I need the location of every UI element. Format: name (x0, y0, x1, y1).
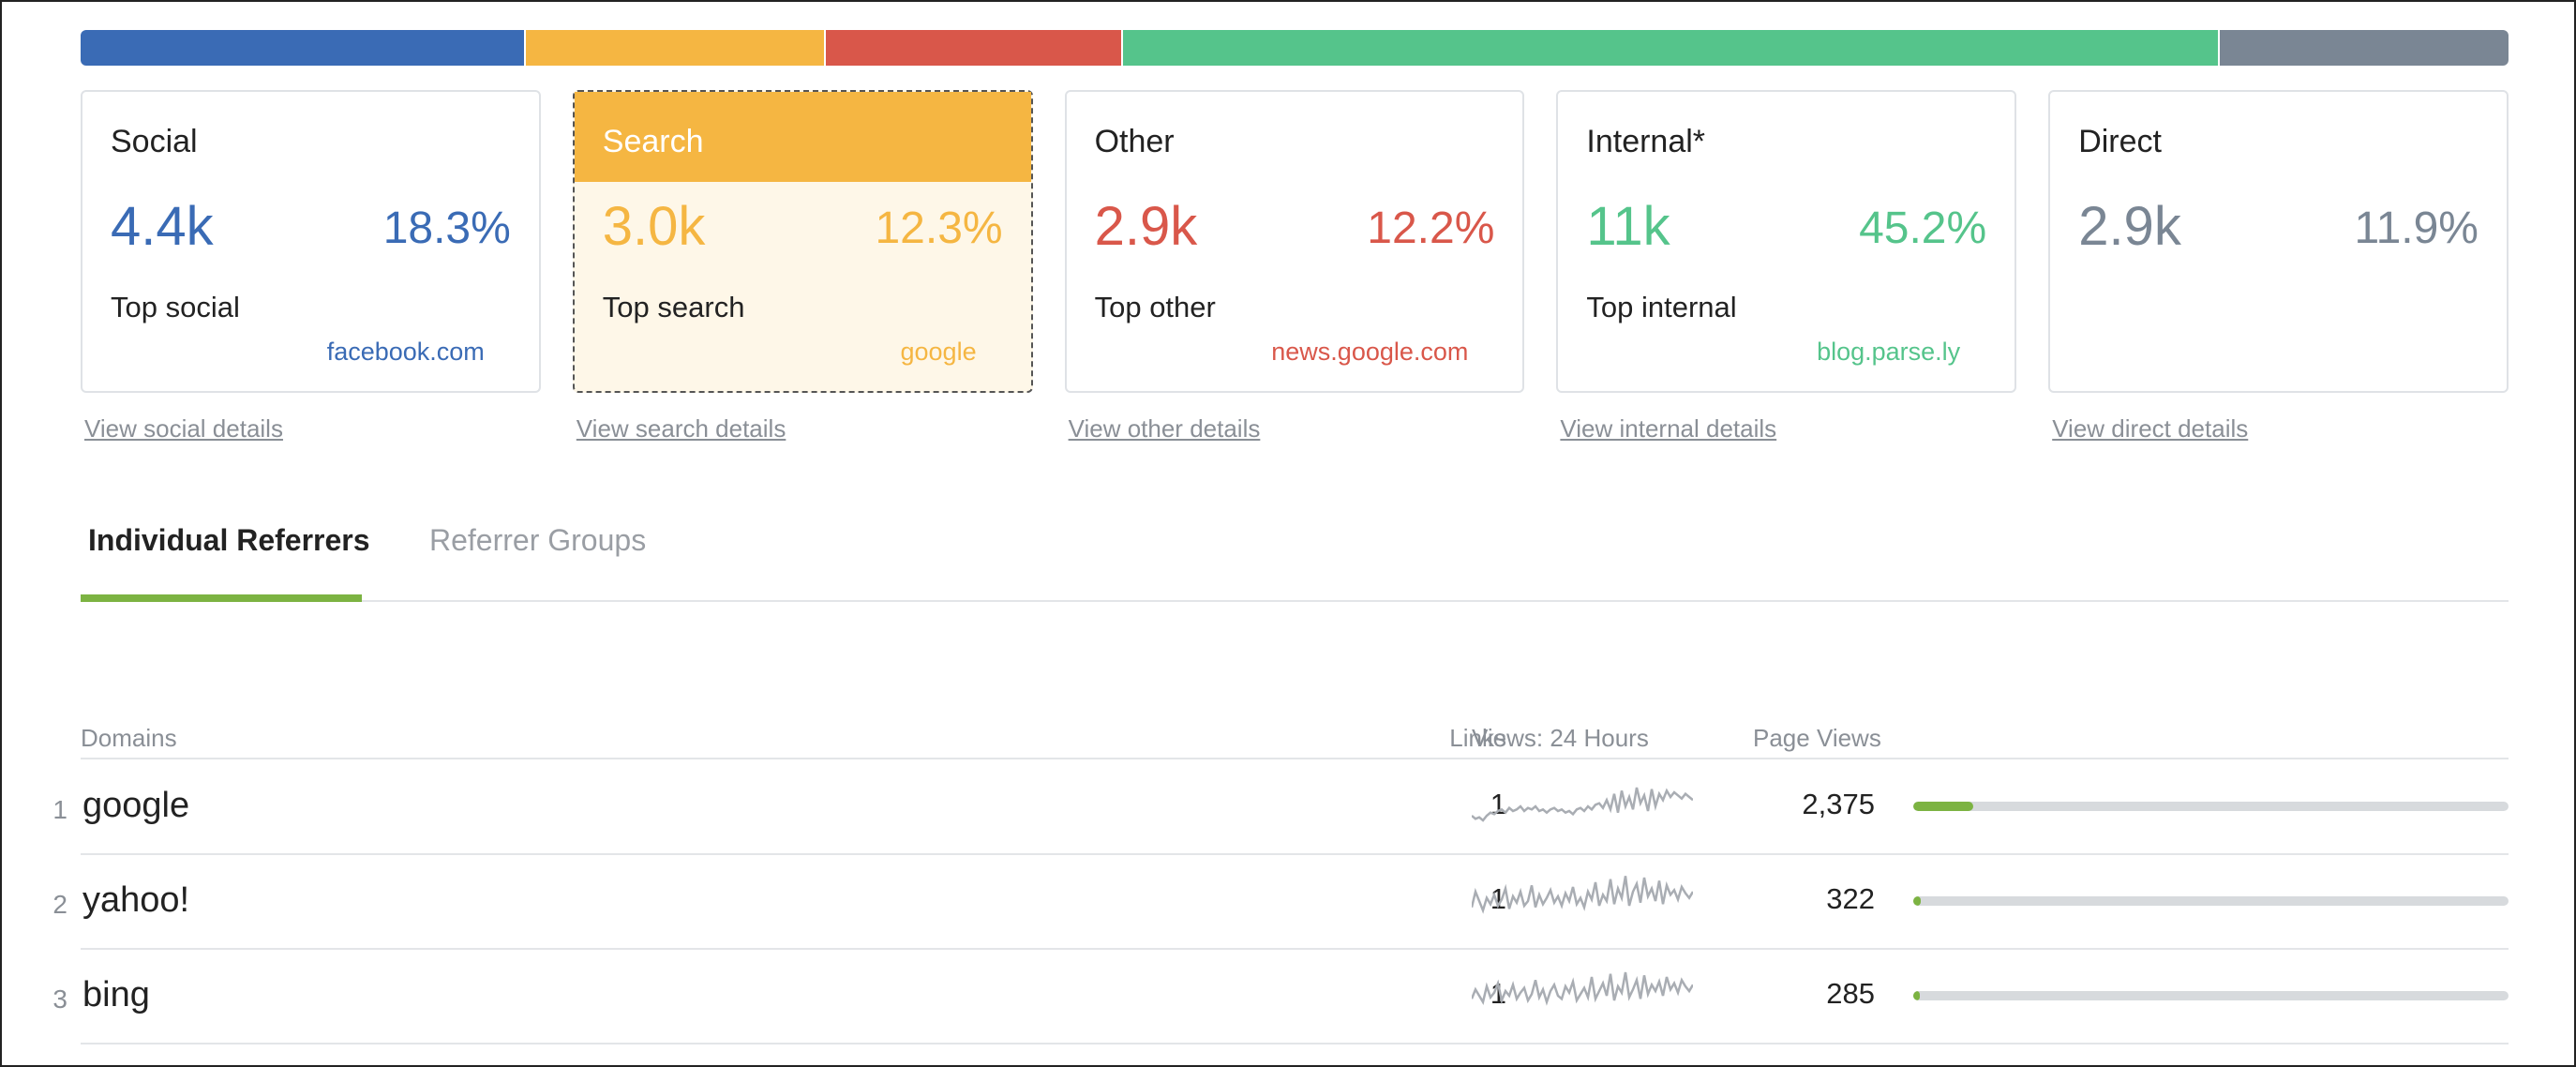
card-social[interactable]: Social 4.4k 18.3% Top social facebook.co… (81, 90, 541, 393)
card-value: 4.4k (111, 196, 214, 257)
page-views-share-bar (1913, 896, 2509, 906)
card-top-referrer-link[interactable]: facebook.com (326, 338, 485, 366)
card-direct[interactable]: Direct 2.9k 11.9% (2048, 90, 2509, 393)
table-row[interactable]: 1 google 1 2,375 (52, 759, 2509, 855)
sparkline-line (1472, 876, 1693, 914)
distribution-segment-search[interactable] (525, 30, 826, 66)
page-views-share-fill (1913, 991, 1920, 1000)
traffic-distribution-bar (81, 30, 2509, 66)
card-title: Internal* (1586, 124, 1706, 159)
card-value: 2.9k (1094, 196, 1198, 257)
row-rank: 2 (52, 890, 67, 919)
card-top-label: Top search (602, 291, 745, 323)
view-search-details-link[interactable]: View search details (576, 414, 786, 443)
sparkline-line (1472, 787, 1693, 822)
card-top-referrer-link[interactable]: google (900, 338, 977, 366)
row-links-count[interactable]: 1 (1490, 882, 1506, 915)
card-title: Other (1094, 124, 1175, 159)
view-social-details-link[interactable]: View social details (84, 414, 283, 443)
sparkline-line (1472, 971, 1693, 1006)
column-header-domains[interactable]: Domains (81, 724, 177, 752)
page-views-share-fill (1913, 896, 1922, 906)
row-domain-link[interactable]: google (82, 786, 190, 825)
view-other-details-link[interactable]: View other details (1068, 414, 1261, 443)
page-views-share-bar (1913, 802, 2509, 811)
row-page-views: 285 (1826, 977, 1875, 1010)
distribution-segment-direct[interactable] (2220, 30, 2509, 66)
row-domain-link[interactable]: yahoo! (82, 880, 190, 920)
row-rank: 1 (52, 795, 67, 824)
distribution-segment-social[interactable] (81, 30, 526, 66)
distribution-segment-other[interactable] (825, 30, 1124, 66)
referrers-table-header: Domains Links Views: 24 Hours Page Views (81, 720, 2509, 759)
column-header-links[interactable]: Links (1449, 724, 1506, 752)
view-direct-details-link[interactable]: View direct details (2052, 414, 2249, 443)
card-internal[interactable]: Internal* 11k 45.2% Top internal blog.pa… (1556, 90, 2017, 393)
card-search[interactable]: Search 3.0k 12.3% Top search google (572, 90, 1033, 393)
views-sparkline (1472, 971, 1693, 1006)
card-percentage: 45.2% (1859, 203, 1987, 253)
page-views-share-fill (1913, 802, 1973, 811)
table-row[interactable]: 3 bing 1 285 (52, 949, 2509, 1044)
card-title: Search (602, 124, 704, 159)
card-percentage: 11.9% (2354, 203, 2479, 253)
tab-individual-referrers[interactable]: Individual Referrers (88, 523, 370, 557)
card-percentage: 12.2% (1367, 203, 1495, 253)
card-top-referrer-link[interactable]: news.google.com (1271, 338, 1469, 366)
card-top-label: Top social (111, 291, 240, 323)
tab-referrer-groups[interactable]: Referrer Groups (429, 523, 647, 557)
column-header-views-24-hours: Views: 24 Hours (1472, 724, 1649, 752)
views-sparkline (1472, 876, 1693, 914)
card-value: 11k (1586, 196, 1670, 257)
details-links-row: View social details View search details Vi… (81, 414, 2509, 452)
card-top-referrer-link[interactable]: blog.parse.ly (1817, 338, 1961, 366)
card-title: Direct (2078, 124, 2162, 159)
row-domain-link[interactable]: bing (82, 975, 150, 1014)
distribution-segment-internal[interactable] (1123, 30, 2221, 66)
row-rank: 3 (52, 984, 67, 1014)
card-value: 2.9k (2078, 196, 2181, 257)
page-views-share-bar (1913, 991, 2509, 1000)
column-header-page-views[interactable]: Page Views (1753, 724, 1881, 752)
row-page-views: 322 (1826, 882, 1875, 915)
card-header (574, 92, 1031, 182)
card-other[interactable]: Other 2.9k 12.2% Top other news.google.c… (1064, 90, 1525, 393)
card-percentage: 12.3% (875, 203, 1003, 253)
views-sparkline (1472, 787, 1693, 822)
active-tab-indicator (81, 594, 362, 602)
view-internal-details-link[interactable]: View internal details (1560, 414, 1777, 443)
card-title: Social (111, 124, 198, 159)
table-row[interactable]: 2 yahoo! 1 322 (52, 854, 2509, 950)
card-top-label: Top other (1094, 291, 1216, 323)
card-top-label: Top internal (1586, 291, 1737, 323)
row-page-views: 2,375 (1802, 788, 1875, 820)
referrer-category-cards: Social 4.4k 18.3% Top social facebook.co… (81, 90, 2509, 395)
card-value: 3.0k (602, 196, 706, 257)
referrer-tabs: Individual Referrers Referrer Groups (81, 499, 2509, 602)
row-links-count[interactable]: 1 (1490, 788, 1506, 820)
card-percentage: 18.3% (382, 203, 511, 253)
